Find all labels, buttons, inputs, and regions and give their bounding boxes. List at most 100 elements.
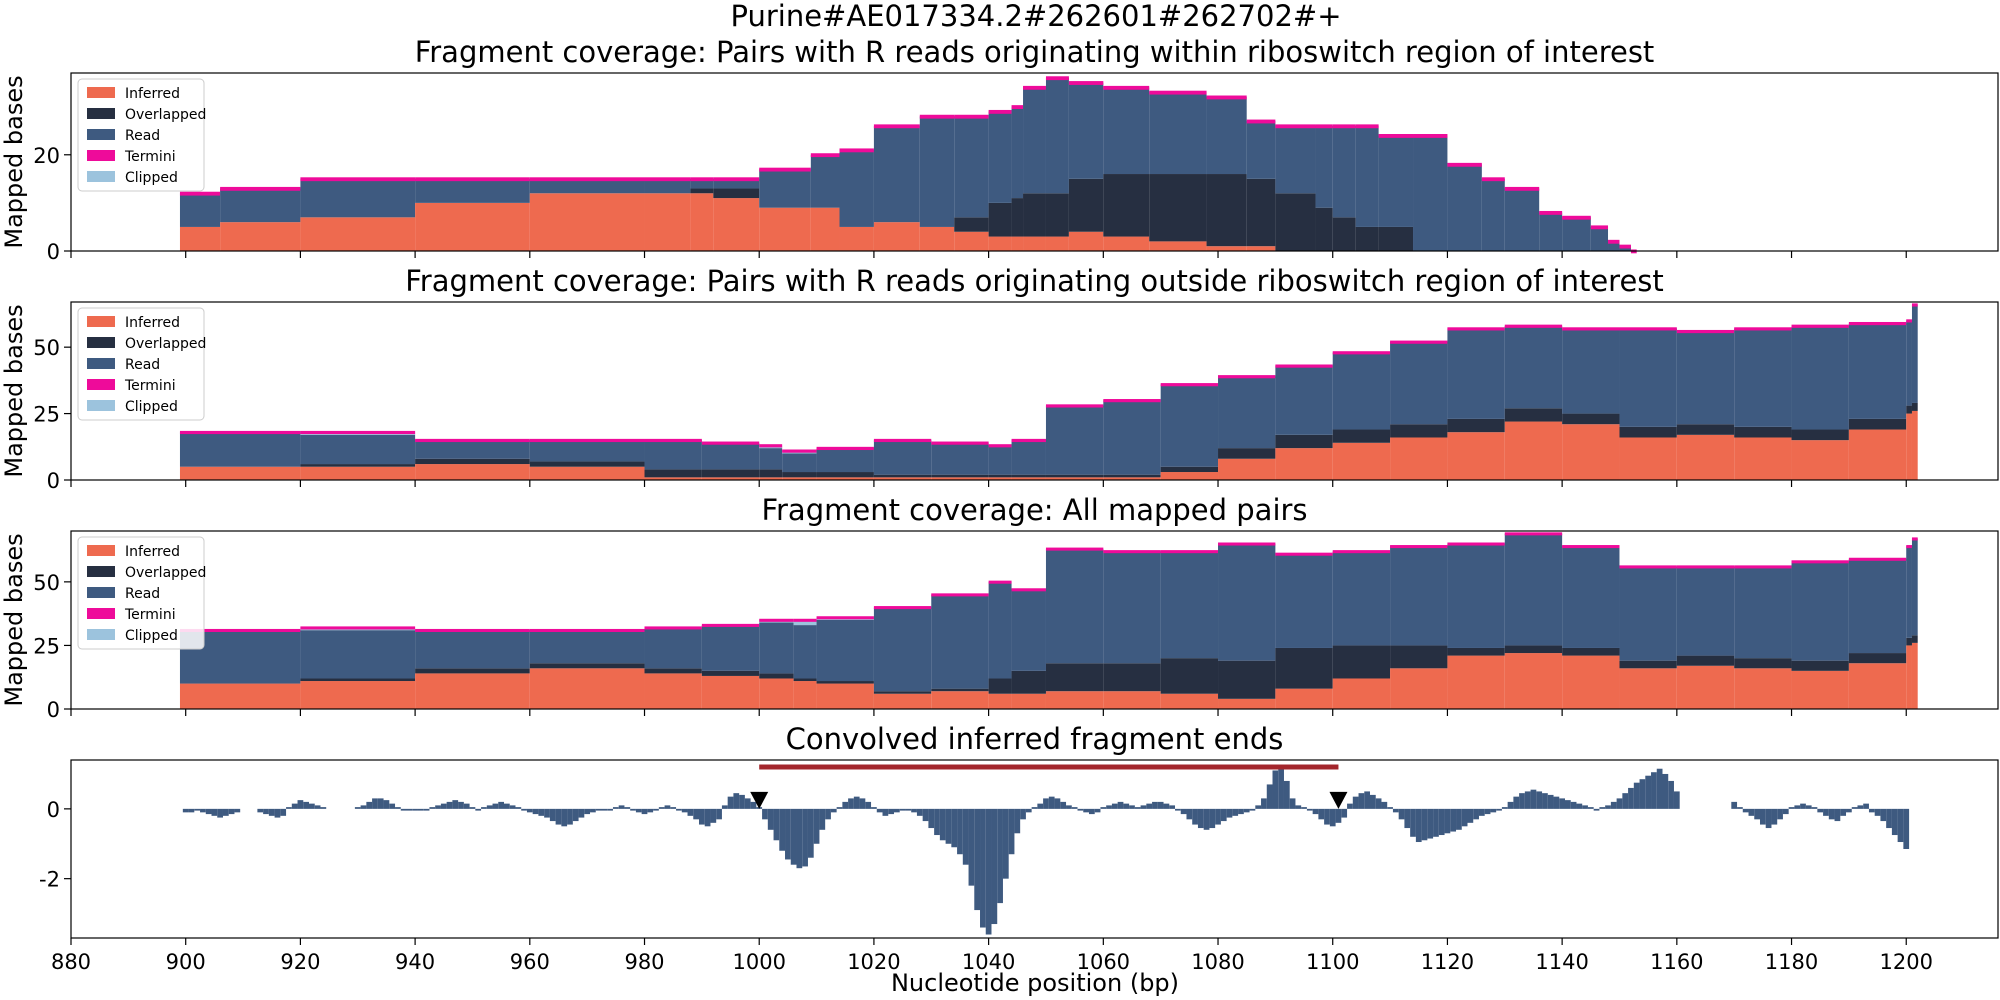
- ends-bar: [1903, 808, 1910, 849]
- coverage-segment-overlapped: [1023, 193, 1046, 237]
- termini-cap: [1539, 210, 1563, 215]
- termini-cap: [873, 124, 920, 129]
- coverage-segment-read: [1619, 566, 1677, 661]
- ends-bar: [1828, 808, 1835, 820]
- y-axis-label: Mapped bases: [0, 533, 28, 706]
- ends-bar: [1805, 805, 1812, 809]
- ends-bar: [595, 808, 602, 811]
- ends-bar: [567, 808, 573, 825]
- coverage-segment-overlapped: [988, 474, 1012, 478]
- termini-cap: [1791, 560, 1849, 564]
- coverage-segment-read: [701, 625, 760, 671]
- termini-cap: [1390, 545, 1448, 549]
- ends-bar: [584, 808, 591, 815]
- termini-cap: [1504, 186, 1540, 191]
- legend-label-inferred: Inferred: [125, 86, 180, 102]
- ends-bar: [1868, 808, 1875, 813]
- ends-bar: [773, 808, 780, 841]
- coverage-segment-read: [713, 178, 760, 189]
- coverage-segment-inferred: [810, 207, 840, 251]
- ends-bar: [1077, 808, 1084, 811]
- ends-bar: [429, 807, 436, 809]
- coverage-segment-read: [1911, 538, 1918, 636]
- coverage-segment-inferred: [1011, 477, 1046, 480]
- ends-bar: [1782, 808, 1789, 815]
- coverage-segment-read: [1562, 546, 1620, 648]
- ends-bar: [1410, 808, 1416, 837]
- ends-bar: [1622, 793, 1629, 809]
- ends-bar: [572, 808, 579, 822]
- ends-bar: [1364, 791, 1371, 809]
- coverage-segment-inferred: [1848, 663, 1907, 709]
- ends-bar: [1490, 808, 1497, 813]
- termini-cap: [1619, 565, 1677, 569]
- coverage-segment-overlapped: [701, 469, 760, 478]
- termini-cap: [919, 114, 955, 119]
- coverage-segment-overlapped: [988, 202, 1012, 237]
- ends-bar: [1645, 775, 1652, 809]
- coverage-segment-overlapped: [1378, 226, 1414, 251]
- termini-cap: [1011, 438, 1046, 443]
- termini-cap: [1160, 550, 1219, 554]
- ends-bar: [899, 808, 906, 811]
- termini-cap: [1275, 552, 1333, 556]
- ends-bar: [1501, 807, 1508, 809]
- ends-bar: [624, 807, 631, 809]
- termini-cap: [988, 580, 1012, 584]
- coverage-segment-read: [1315, 125, 1333, 208]
- coverage-segment-inferred: [1447, 655, 1505, 709]
- coverage-segment-overlapped: [1619, 660, 1677, 669]
- ends-bar: [1587, 807, 1594, 809]
- termini-cap: [1848, 321, 1907, 326]
- coverage-segment-inferred: [529, 668, 645, 709]
- ends-bar: [423, 808, 430, 811]
- ends-bar: [366, 801, 373, 809]
- coverage-segment-read: [1103, 400, 1161, 475]
- coverage-segment-read: [1447, 164, 1482, 251]
- ends-bar: [630, 808, 636, 811]
- coverage-segment-overlapped: [988, 678, 1012, 694]
- termini-cap: [1447, 162, 1482, 167]
- ends-bar: [1066, 805, 1072, 809]
- panel-within-region: Fragment coverage: Pairs with R reads or…: [0, 35, 1999, 264]
- ends-bar: [1180, 808, 1187, 815]
- coverage-segment-read: [1332, 352, 1391, 430]
- coverage-segment-inferred: [1906, 413, 1912, 480]
- coverage-segment-inferred: [1791, 440, 1849, 480]
- legend-swatch-inferred: [87, 545, 115, 556]
- termini-cap: [1218, 375, 1276, 379]
- termini-cap: [1275, 124, 1316, 129]
- coverage-segment-overlapped: [1275, 434, 1333, 449]
- ends-bar: [1261, 798, 1267, 809]
- termini-cap: [1911, 303, 1918, 307]
- coverage-segment-inferred: [1149, 241, 1207, 251]
- coverage-segment-read: [1011, 440, 1046, 475]
- ends-bar: [1106, 805, 1112, 809]
- ends-bar: [842, 801, 849, 809]
- coverage-segment-inferred: [1045, 236, 1069, 251]
- legend-label-read: Read: [125, 586, 160, 602]
- ends-bar: [687, 808, 694, 816]
- coverage-segment-read: [1103, 551, 1161, 664]
- x-tick-label: 1200: [1880, 950, 1933, 974]
- ends-bar: [1633, 782, 1640, 809]
- ends-bar: [698, 808, 705, 825]
- ends-bar: [1014, 808, 1021, 834]
- coverage-segment-inferred: [988, 236, 1012, 251]
- coverage-segment-inferred: [816, 477, 874, 480]
- ends-bar: [1329, 808, 1336, 827]
- coverage-segment-inferred: [1275, 688, 1333, 709]
- coverage-segment-read: [415, 440, 530, 459]
- coverage-segment-overlapped: [1103, 663, 1161, 692]
- coverage-segment-inferred: [1160, 693, 1219, 709]
- ends-bar: [1392, 808, 1399, 813]
- termini-cap: [759, 167, 811, 172]
- ends-bar: [1662, 773, 1669, 809]
- coverage-segment-read: [1734, 328, 1792, 427]
- ends-bar: [1031, 807, 1038, 809]
- termini-cap: [873, 438, 932, 443]
- termini-cap: [988, 109, 1012, 114]
- ends-bar: [911, 808, 917, 813]
- ends-bar: [280, 808, 287, 816]
- ends-bar: [1123, 803, 1130, 809]
